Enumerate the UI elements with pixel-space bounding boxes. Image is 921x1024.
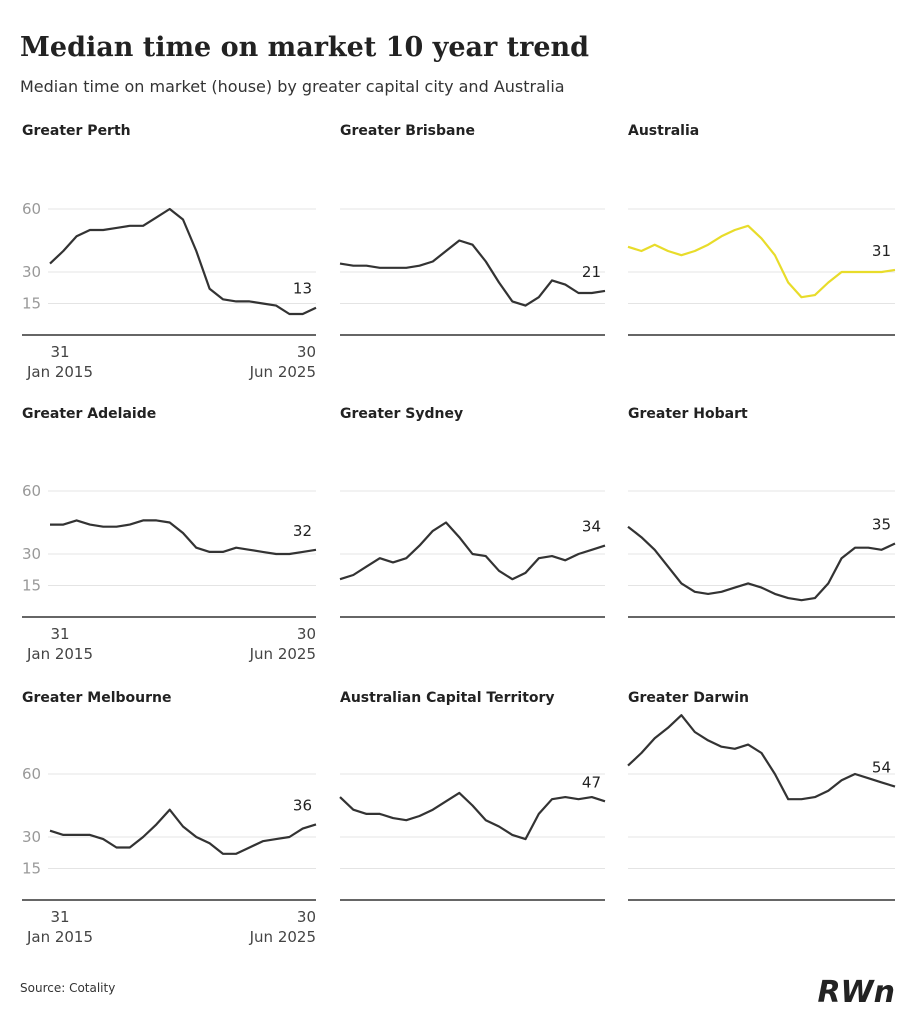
line bbox=[339, 239, 606, 307]
y-tick-label: 30 bbox=[22, 828, 41, 846]
data-label: 32 bbox=[293, 522, 312, 540]
x-tick-label: Jan 2015 bbox=[26, 928, 93, 946]
data-label: 31 bbox=[872, 242, 891, 260]
y-tick-label: 30 bbox=[22, 263, 41, 281]
line bbox=[627, 224, 896, 299]
x-tick-label: 30 bbox=[297, 343, 316, 361]
y-tick-label: 30 bbox=[22, 545, 41, 563]
data-label: 21 bbox=[582, 263, 601, 281]
data-label: 34 bbox=[582, 518, 601, 536]
subtitle: Median time on market (house) by greater… bbox=[20, 77, 565, 96]
y-tick-label: 60 bbox=[22, 482, 41, 500]
line bbox=[49, 808, 317, 855]
y-tick-label: 60 bbox=[22, 765, 41, 783]
y-tick-label: 60 bbox=[22, 200, 41, 218]
x-tick-label: Jan 2015 bbox=[26, 363, 93, 381]
line bbox=[627, 525, 896, 602]
line bbox=[339, 521, 606, 581]
x-tick-label: 31 bbox=[50, 625, 69, 643]
panel-title: Greater Sydney bbox=[340, 406, 463, 422]
x-tick-label: Jun 2025 bbox=[249, 645, 316, 663]
data-label: 36 bbox=[293, 796, 312, 814]
panel-title: Greater Darwin bbox=[628, 690, 749, 706]
x-tick-label: Jun 2025 bbox=[249, 363, 316, 381]
y-tick-label: 15 bbox=[22, 295, 41, 313]
panel-title: Greater Melbourne bbox=[22, 690, 172, 706]
panel-title: Australian Capital Territory bbox=[340, 690, 555, 706]
line bbox=[627, 714, 896, 801]
x-tick-label: 31 bbox=[50, 343, 69, 361]
y-tick-label: 15 bbox=[22, 860, 41, 878]
line bbox=[49, 207, 317, 316]
panel-title: Greater Hobart bbox=[628, 406, 748, 422]
source: Source: Cotality bbox=[20, 981, 115, 995]
data-label: 35 bbox=[872, 516, 891, 534]
x-tick-label: Jan 2015 bbox=[26, 645, 93, 663]
line bbox=[50, 519, 317, 556]
chart-title: Median time on market 10 year trend bbox=[20, 32, 589, 63]
data-label: 47 bbox=[582, 773, 601, 791]
line bbox=[339, 791, 606, 841]
y-tick-label: 15 bbox=[22, 577, 41, 595]
panel-title: Greater Perth bbox=[22, 123, 131, 139]
x-tick-label: Jun 2025 bbox=[249, 928, 316, 946]
data-label: 54 bbox=[872, 759, 891, 777]
logo: RWn bbox=[817, 975, 895, 1010]
x-tick-label: 30 bbox=[297, 908, 316, 926]
panel-title: Australia bbox=[628, 123, 699, 139]
panel-title: Greater Adelaide bbox=[22, 406, 156, 422]
x-tick-label: 30 bbox=[297, 625, 316, 643]
panel-title: Greater Brisbane bbox=[340, 123, 475, 139]
x-tick-label: 31 bbox=[50, 908, 69, 926]
data-label: 13 bbox=[293, 280, 312, 298]
